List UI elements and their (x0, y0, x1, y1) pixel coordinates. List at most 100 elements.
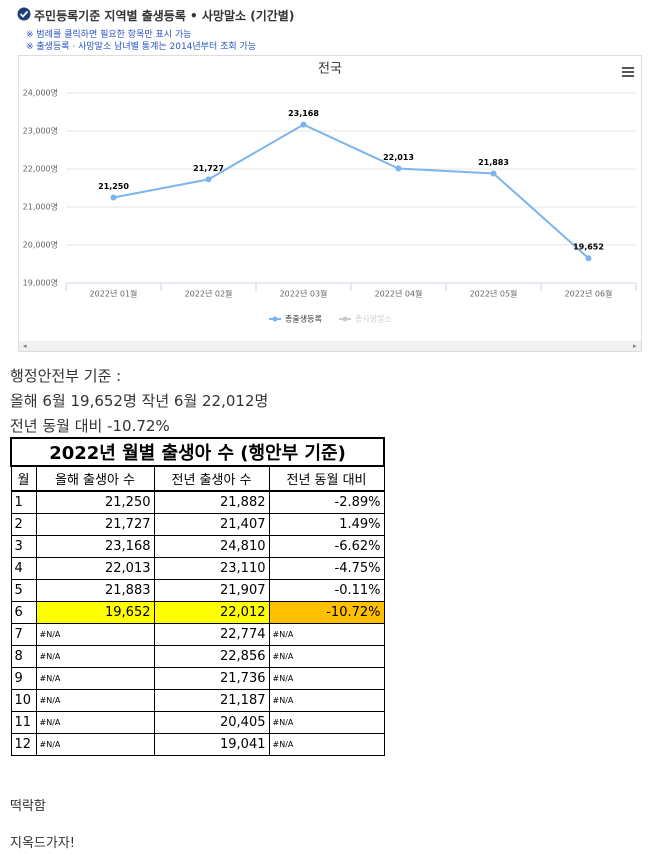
data-label: 19,652 (573, 243, 604, 252)
data-label: 21,727 (193, 164, 224, 173)
table-cell: 11 (10, 710, 37, 734)
table-cell: #N/A (268, 622, 385, 646)
table-cell: 2 (10, 512, 37, 536)
table-cell: 21,727 (35, 512, 155, 536)
x-tick-label: 2022년 03월 (280, 289, 328, 299)
table-cell: 9 (10, 666, 37, 690)
table-row: 6 19,652 22,012 -10.72% (10, 600, 385, 624)
table-cell: 1.49% (268, 512, 385, 536)
table-row: 5 21,883 21,907 -0.11% (10, 578, 385, 602)
note: ※ 출생등록 · 사망말소 남녀별 통계는 2014년부터 조회 가능 (26, 42, 257, 52)
table-row: 7 #N/A 22,774 #N/A (10, 622, 385, 646)
x-tick-label: 2022년 04월 (375, 289, 423, 299)
y-tick-label: 19,000명 (23, 278, 58, 288)
text-line: 올해 6월 19,652명 작년 6월 22,012명 (10, 392, 269, 410)
menu-icon[interactable] (622, 67, 634, 77)
table-cell: -6.62% (268, 534, 385, 558)
table-cell: #N/A (268, 666, 385, 690)
table-cell: 21,882 (153, 490, 270, 514)
table-cell: #N/A (268, 688, 385, 712)
y-tick-label: 20,000명 (23, 240, 58, 250)
table-cell: 22,012 (153, 600, 270, 624)
table-cell: 1 (10, 490, 37, 514)
legend-label[interactable]: 총출생등록 (285, 314, 322, 324)
data-label: 23,168 (288, 109, 319, 118)
header-cell: 월 (10, 465, 37, 492)
table-cell: #N/A (35, 688, 155, 712)
header-cell: 전년 동월 대비 (268, 465, 385, 492)
legend-symbol (342, 316, 348, 322)
table: 2022년 월별 출생아 수 (행안부 기준) 월 올해 출생아 수 전년 출생아 수… (10, 437, 385, 756)
table-cell: #N/A (35, 732, 155, 756)
table-cell: 21,187 (153, 688, 270, 712)
table-cell: -4.75% (268, 556, 385, 580)
table-row: 12 #N/A 19,041 #N/A (10, 732, 385, 756)
point (490, 170, 497, 177)
table-cell: #N/A (268, 732, 385, 756)
table-cell: #N/A (35, 644, 155, 668)
table-cell: 22,013 (35, 556, 155, 580)
table-cell: 5 (10, 578, 37, 602)
scrollbar[interactable] (19, 341, 641, 351)
x-tick-label: 2022년 02월 (185, 289, 233, 299)
y-tick-label: 21,000명 (23, 202, 58, 212)
table-cell: 21,907 (153, 578, 270, 602)
point (395, 165, 402, 172)
header-cell: 전년 출생아 수 (153, 465, 270, 492)
table-cell: 20,405 (153, 710, 270, 734)
point (110, 194, 117, 201)
table-cell: 4 (10, 556, 37, 580)
table-cell: 12 (10, 732, 37, 756)
table-row: 11 #N/A 20,405 #N/A (10, 710, 385, 734)
table-cell: 23,110 (153, 556, 270, 580)
y-tick-label: 22,000명 (23, 164, 58, 174)
table-title-row: 2022년 월별 출생아 수 (행안부 기준) (10, 437, 385, 467)
table-row: 3 23,168 24,810 -6.62% (10, 534, 385, 558)
footer-text: 지옥드가자! (10, 836, 76, 851)
header-title: 주민등록기준 지역별 출생등록 • 사망말소 (기간별) (34, 9, 295, 23)
text-line: 전년 동월 대비 -10.72% (10, 417, 170, 435)
scroll-right[interactable]: ▸ (633, 342, 637, 350)
table-cell: 23,168 (35, 534, 155, 558)
table-cell: 7 (10, 622, 37, 646)
table-row: 9 #N/A 21,736 #N/A (10, 666, 385, 690)
chart: 전국 ◂ ▸ 19,000명 20,000명 21,000명 22,000명 23,00… (19, 62, 641, 351)
table-cell: 21,250 (35, 490, 155, 514)
text-line: 행정안전부 기준 : (10, 367, 122, 385)
table-cell: 19,652 (35, 600, 155, 624)
chart-title: 전국 (318, 62, 342, 77)
table-cell: 3 (10, 534, 37, 558)
scroll-left[interactable]: ◂ (23, 342, 27, 350)
legend-symbol (272, 316, 278, 322)
table-cell: -0.11% (268, 578, 385, 602)
table-cell: 22,774 (153, 622, 270, 646)
chart-box: 전국 ◂ ▸ 19,000명 20,000명 21,000명 22,000명 23,00… (18, 55, 642, 352)
table-title: 2022년 월별 출생아 수 (행안부 기준) (10, 437, 385, 467)
table-cell: 8 (10, 644, 37, 668)
table-cell: #N/A (268, 710, 385, 734)
point (585, 255, 592, 262)
x-tick-label: 2022년 06월 (565, 289, 613, 299)
table-row: 1 21,250 21,882 -2.89% (10, 490, 385, 514)
table-cell: 22,856 (153, 644, 270, 668)
x-tick-label: 2022년 01월 (90, 289, 138, 299)
y-tick-label: 23,000명 (23, 126, 58, 136)
header-row: 월 올해 출생아 수 전년 출생아 수 전년 동월 대비 (10, 465, 385, 492)
legend-label[interactable]: 총사망말소 (355, 314, 392, 324)
table-row: 10 #N/A 21,187 #N/A (10, 688, 385, 712)
x-tick-label: 2022년 05월 (470, 289, 518, 299)
table-cell: 6 (10, 600, 37, 624)
table-cell: #N/A (268, 644, 385, 668)
table-cell: 10 (10, 688, 37, 712)
series-line (113, 123, 590, 259)
data-label: 21,250 (98, 182, 129, 191)
table-row: 2 21,727 21,407 1.49% (10, 512, 385, 536)
data-label: 21,883 (478, 158, 509, 167)
footer-text: 떡락함 (10, 799, 46, 814)
table-cell: -10.72% (268, 600, 385, 624)
table-cell: #N/A (35, 666, 155, 690)
table-row: 4 22,013 23,110 -4.75% (10, 556, 385, 580)
table-cell: -2.89% (268, 490, 385, 514)
data-label: 22,013 (383, 153, 414, 162)
